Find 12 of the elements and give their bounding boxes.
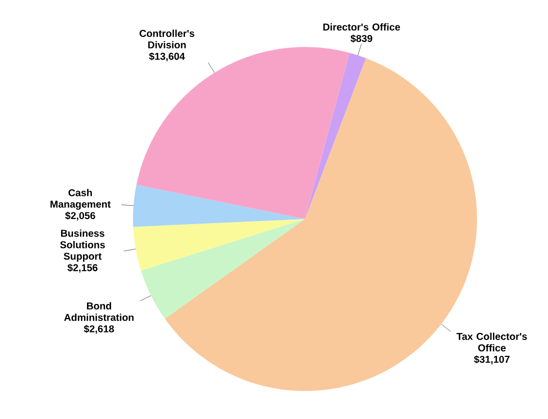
data-label: $2,618	[84, 324, 114, 334]
slice-label: Cash Management	[50, 188, 111, 210]
slice-label: Business Solutions Support	[60, 230, 105, 262]
slice-label: Tax Collector's Office	[456, 332, 527, 352]
data-label: $839	[350, 34, 372, 43]
slice-label: Director's Office	[323, 23, 400, 31]
data-label: $2,056	[65, 212, 96, 221]
slice-label: Bond Administration	[64, 302, 134, 321]
data-label: $31,107	[474, 355, 510, 364]
data-label: $13,604	[149, 52, 185, 62]
data-label: $2,156	[67, 264, 98, 273]
slice-label: Controller's Division	[140, 30, 194, 48]
